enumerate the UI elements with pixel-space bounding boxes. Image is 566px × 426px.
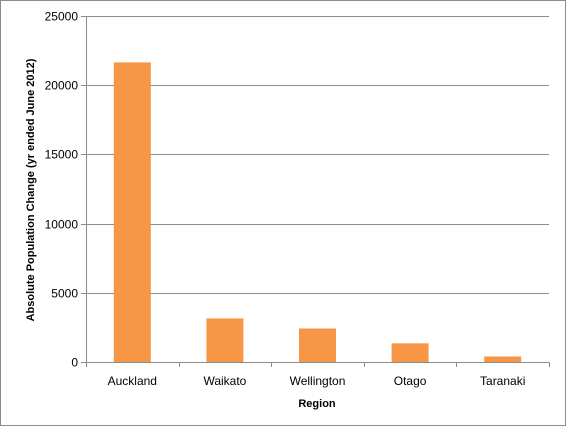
bar-taranaki [484, 356, 522, 362]
gridlines [86, 16, 549, 294]
y-axis-title: Absolute Population Change (yr ended Jun… [25, 58, 37, 321]
bars [113, 62, 522, 362]
x-tick-label: Wellington [290, 374, 346, 388]
y-tick-label: 15000 [45, 148, 79, 162]
y-tick-label: 20000 [45, 79, 79, 93]
axes [81, 16, 550, 367]
bar-waikato [206, 318, 244, 362]
tick-labels: 0 5000 10000 15000 20000 25000 Auckland Waikato… [45, 10, 526, 389]
y-tick-label: 0 [71, 356, 78, 370]
x-axis-title: Region [298, 398, 336, 410]
bar-auckland [113, 62, 151, 362]
y-tick-label: 5000 [51, 287, 78, 301]
x-tick-label: Waikato [203, 374, 246, 388]
x-tick-label: Otago [394, 374, 427, 388]
x-tick-label: Taranaki [480, 374, 525, 388]
y-tick-label: 10000 [45, 218, 79, 232]
x-tick-label: Auckland [108, 374, 157, 388]
y-tick-label: 25000 [45, 10, 79, 24]
bar-otago [391, 343, 429, 362]
bar-wellington [299, 328, 336, 362]
